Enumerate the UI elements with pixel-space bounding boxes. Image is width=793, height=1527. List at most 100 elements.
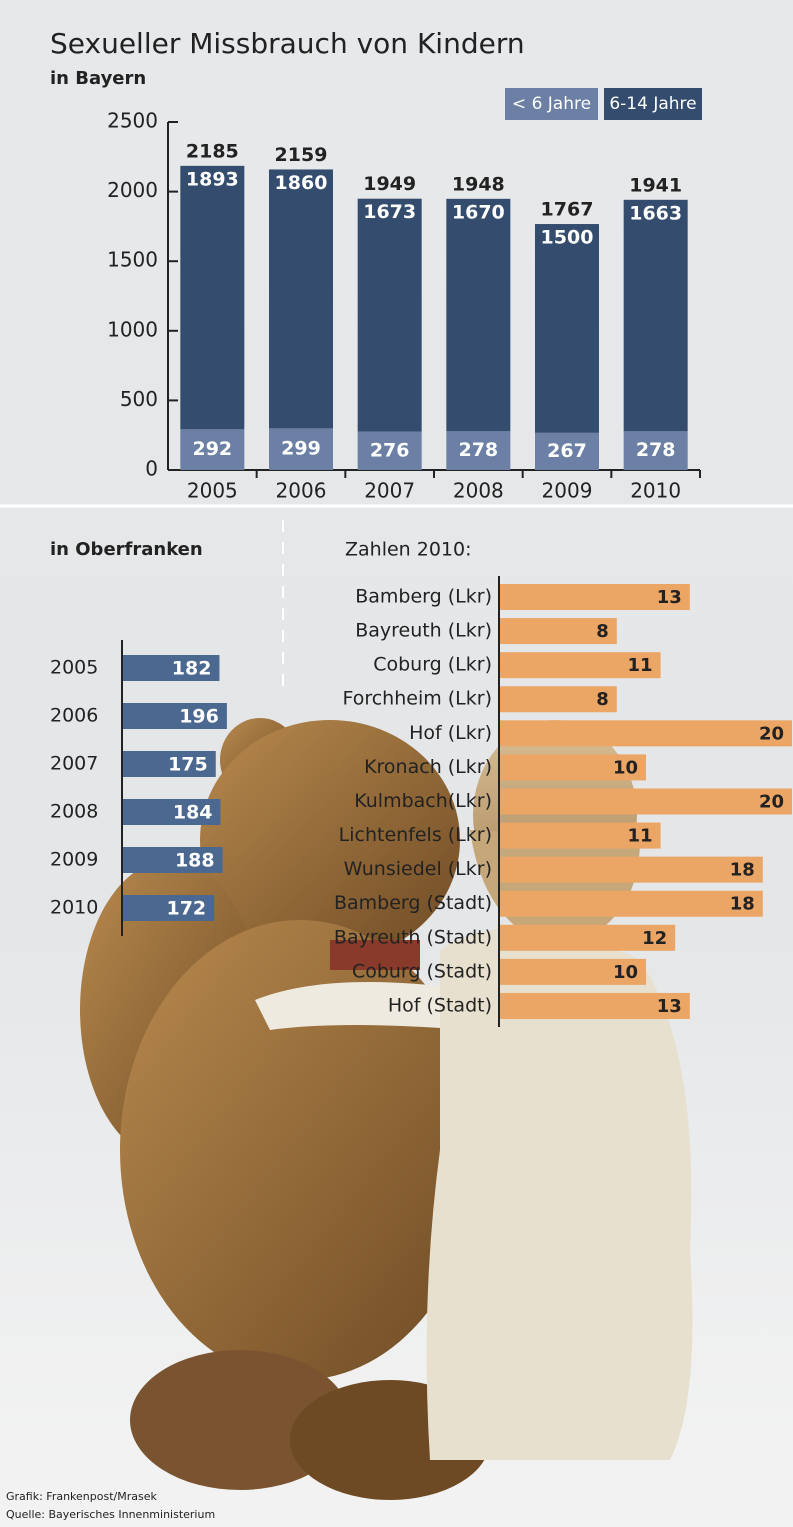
data-label: 10 (613, 757, 638, 778)
data-label: 1500 (541, 227, 594, 249)
bar-segment (180, 165, 245, 430)
legend-label: 6-14 Jahre (609, 94, 696, 114)
bar (500, 720, 792, 747)
data-label: 278 (636, 439, 676, 461)
data-label: 188 (175, 850, 215, 872)
credit: Grafik: Frankenpost/Mrasek (6, 1490, 157, 1503)
bar (500, 924, 676, 951)
legend-label: < 6 Jahre (512, 94, 591, 114)
data-label: 172 (166, 898, 206, 920)
bar (500, 584, 690, 610)
category-label: Kulmbach(Lkr) (354, 790, 492, 812)
bar (123, 655, 220, 681)
bar-segment (357, 431, 422, 470)
category-label: Coburg (Stadt) (352, 960, 492, 982)
bar (500, 890, 763, 917)
bar-segment (269, 428, 333, 470)
data-label: 11 (628, 826, 653, 847)
y-tick-label: 1500 (107, 248, 158, 272)
chart-title: in Oberfranken (50, 539, 203, 560)
data-label: 10 (613, 962, 638, 983)
bar-segment (446, 431, 511, 470)
bar-segment (535, 224, 599, 433)
chart-title: Sexueller Missbrauch von Kindern (50, 27, 525, 60)
legend-swatch (505, 88, 598, 120)
category-label: Bamberg (Lkr) (355, 586, 492, 608)
data-label: 11 (628, 655, 653, 676)
data-label: 196 (179, 706, 219, 728)
total-label: 1767 (541, 199, 594, 221)
bar-segment (623, 199, 688, 432)
y-tick-label: 1000 (107, 317, 158, 341)
total-label: 2185 (186, 140, 239, 162)
data-label: 1670 (452, 201, 505, 223)
total-label: 1941 (629, 174, 682, 196)
data-label: 13 (657, 996, 682, 1017)
data-label: 8 (596, 689, 609, 710)
data-label: 184 (173, 802, 213, 824)
category-label: Coburg (Lkr) (373, 654, 492, 676)
data-label: 8 (596, 621, 609, 642)
bar (500, 822, 661, 849)
chart-title: Zahlen 2010: (345, 539, 472, 561)
y-tick-label: 2500 (107, 109, 158, 133)
credit: Quelle: Bayerisches Innenministerium (6, 1508, 215, 1521)
total-label: 1948 (452, 173, 505, 195)
category-label: 2010 (50, 897, 98, 919)
bar (123, 799, 221, 825)
category-label: Bayreuth (Lkr) (355, 620, 492, 642)
y-tick-label: 2000 (107, 178, 158, 202)
bar-segment (357, 198, 422, 432)
data-label: 20 (759, 723, 784, 744)
bar (500, 958, 646, 985)
category-label: Bamberg (Stadt) (334, 892, 492, 914)
bar-segment (623, 431, 688, 470)
category-label: Kronach (Lkr) (364, 756, 492, 778)
bar (500, 686, 617, 713)
data-label: 1673 (363, 201, 416, 223)
data-label: 18 (730, 894, 755, 915)
bar (500, 992, 690, 1019)
category-label: 2005 (50, 657, 98, 679)
y-tick-label: 0 (145, 457, 158, 481)
category-label: Bayreuth (Stadt) (334, 926, 492, 948)
x-tick-label: 2008 (453, 479, 504, 503)
data-label: 299 (281, 438, 321, 460)
bar (500, 618, 617, 645)
x-tick-label: 2007 (364, 479, 415, 503)
data-label: 267 (547, 440, 587, 462)
data-label: 175 (168, 754, 208, 776)
category-label: Hof (Lkr) (409, 722, 492, 744)
category-label: 2008 (50, 801, 98, 823)
bar (123, 703, 227, 729)
bar-segment (446, 198, 511, 432)
data-label: 1663 (629, 202, 682, 224)
category-label: Forchheim (Lkr) (342, 688, 492, 710)
bar (500, 652, 661, 679)
bar (123, 847, 223, 873)
data-label: 1860 (275, 172, 328, 194)
bar-segment (180, 429, 245, 470)
total-label: 2159 (275, 144, 328, 166)
data-label: 278 (458, 439, 498, 461)
data-label: 20 (759, 791, 784, 812)
data-label: 18 (730, 860, 755, 881)
total-label: 1949 (363, 173, 416, 195)
bar (500, 754, 646, 781)
y-tick-label: 500 (120, 387, 158, 411)
x-tick-label: 2005 (187, 479, 238, 503)
x-tick-label: 2010 (630, 479, 681, 503)
chart-subtitle: in Bayern (50, 68, 146, 89)
data-label: 292 (192, 438, 232, 460)
category-label: Wunsiedel (Lkr) (344, 858, 492, 880)
bar (123, 895, 215, 921)
bar (123, 751, 216, 777)
data-label: 1893 (186, 168, 239, 190)
category-label: Hof (Stadt) (388, 994, 492, 1016)
category-label: 2009 (50, 849, 98, 871)
x-tick-label: 2006 (276, 479, 327, 503)
bar-segment (269, 169, 333, 429)
legend-swatch (604, 88, 702, 120)
x-tick-label: 2009 (542, 479, 593, 503)
